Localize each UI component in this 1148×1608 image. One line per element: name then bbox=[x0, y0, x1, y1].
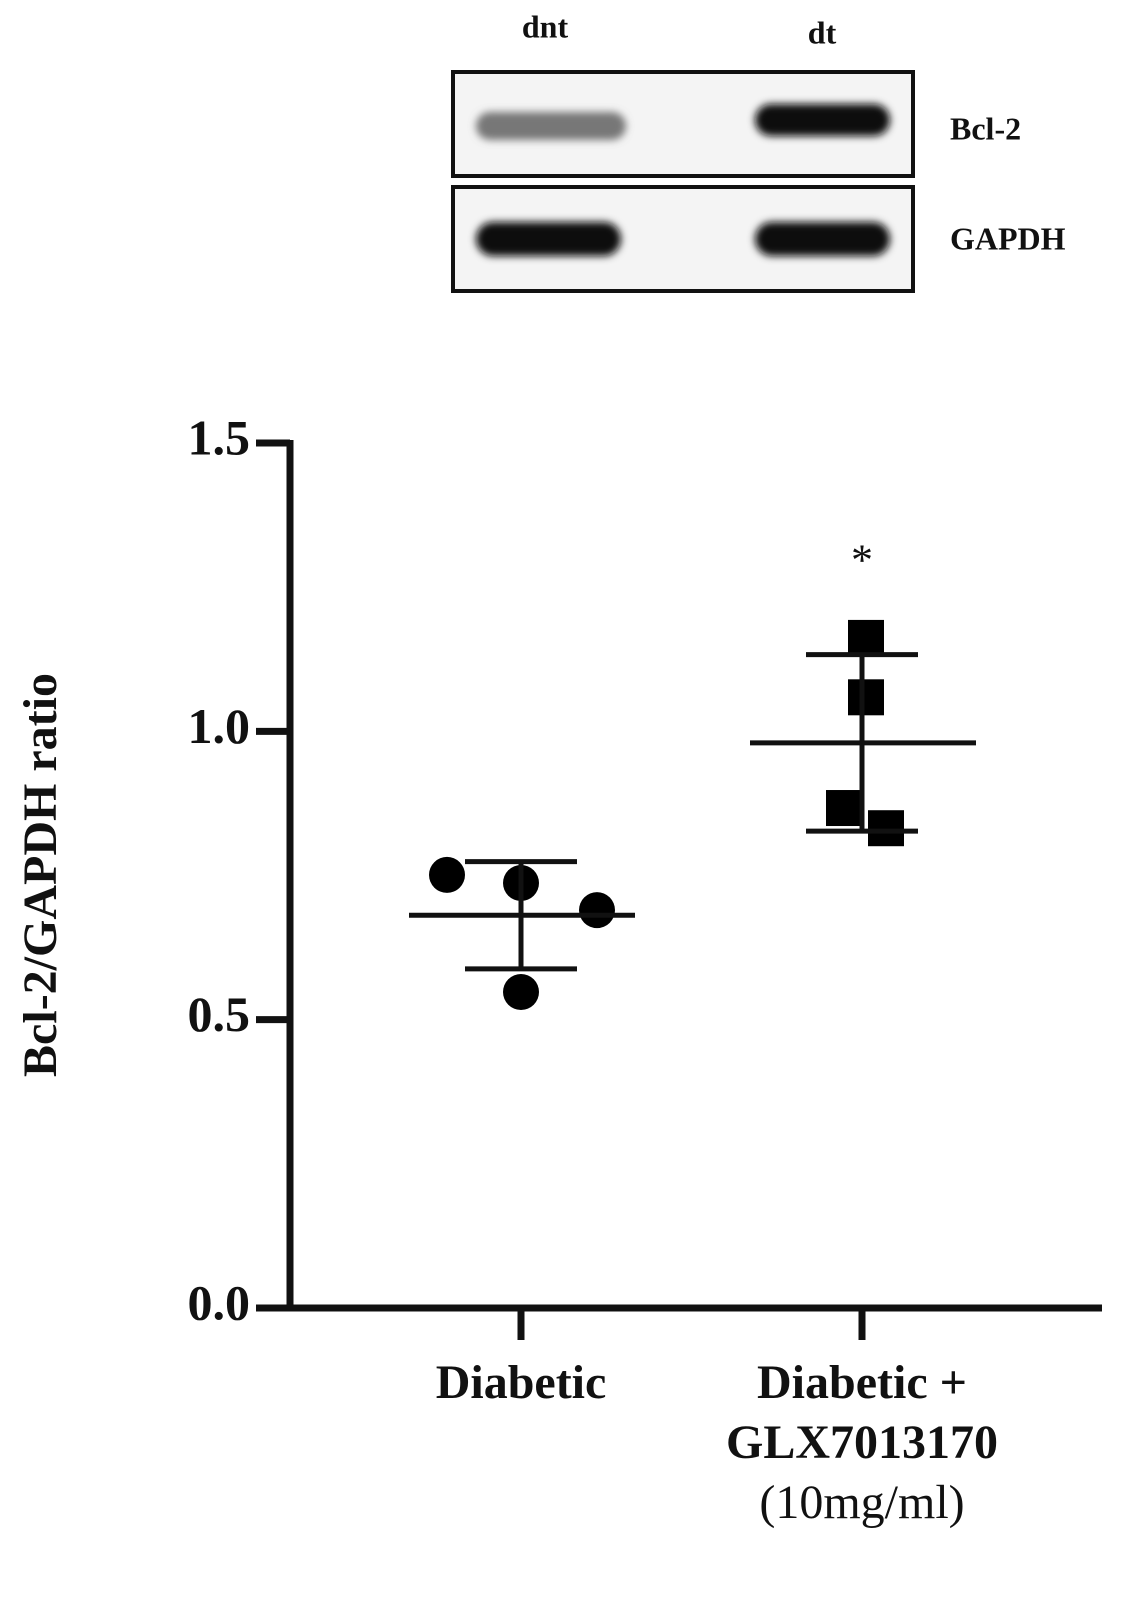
x-tick-label: Diabetic + bbox=[757, 1356, 967, 1409]
y-tick-label: 0.5 bbox=[188, 986, 251, 1042]
significance-mark: * bbox=[851, 536, 873, 585]
lane-label: dt bbox=[808, 14, 837, 50]
x-tick-label: GLX7013170 bbox=[726, 1416, 998, 1469]
y-tick-label: 1.0 bbox=[188, 698, 251, 754]
data-point bbox=[579, 892, 615, 929]
row-label: GAPDH bbox=[950, 220, 1066, 256]
x-tick-label: Diabetic bbox=[436, 1356, 607, 1409]
western-blot: dnt dt Bcl-2 GAPDH bbox=[451, 8, 1066, 293]
band bbox=[476, 222, 621, 256]
data-point bbox=[429, 856, 465, 893]
data-point bbox=[848, 679, 884, 716]
data-point bbox=[826, 790, 862, 827]
data-point bbox=[503, 973, 539, 1010]
x-tick-label: (10mg/ml) bbox=[759, 1476, 964, 1529]
row-label: Bcl-2 bbox=[950, 110, 1021, 146]
band bbox=[755, 222, 890, 256]
y-tick-label: 0.0 bbox=[188, 1274, 251, 1330]
data-point bbox=[868, 810, 904, 847]
lane-label: dnt bbox=[522, 8, 569, 44]
y-axis-title: Bcl-2/GAPDH ratio bbox=[14, 673, 67, 1077]
y-tick-label: 1.5 bbox=[188, 409, 251, 465]
band bbox=[755, 104, 890, 136]
band bbox=[476, 112, 626, 140]
data-point bbox=[848, 619, 884, 656]
